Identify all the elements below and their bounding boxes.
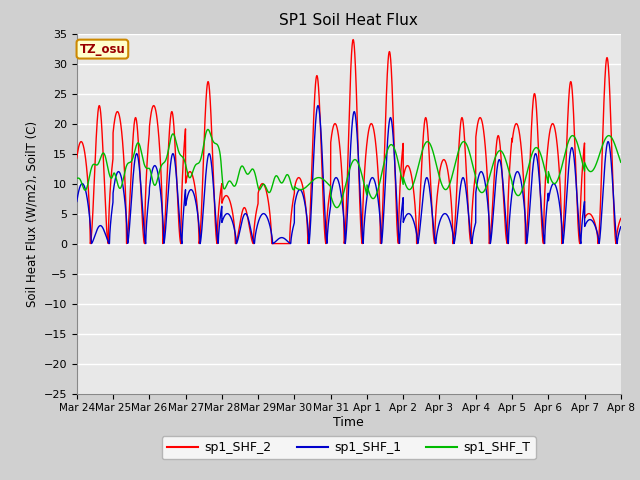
X-axis label: Time: Time <box>333 416 364 429</box>
Text: TZ_osu: TZ_osu <box>79 43 125 56</box>
Legend: sp1_SHF_2, sp1_SHF_1, sp1_SHF_T: sp1_SHF_2, sp1_SHF_1, sp1_SHF_T <box>162 436 536 459</box>
Title: SP1 Soil Heat Flux: SP1 Soil Heat Flux <box>280 13 418 28</box>
Y-axis label: Soil Heat Flux (W/m2), SoilT (C): Soil Heat Flux (W/m2), SoilT (C) <box>25 120 38 307</box>
